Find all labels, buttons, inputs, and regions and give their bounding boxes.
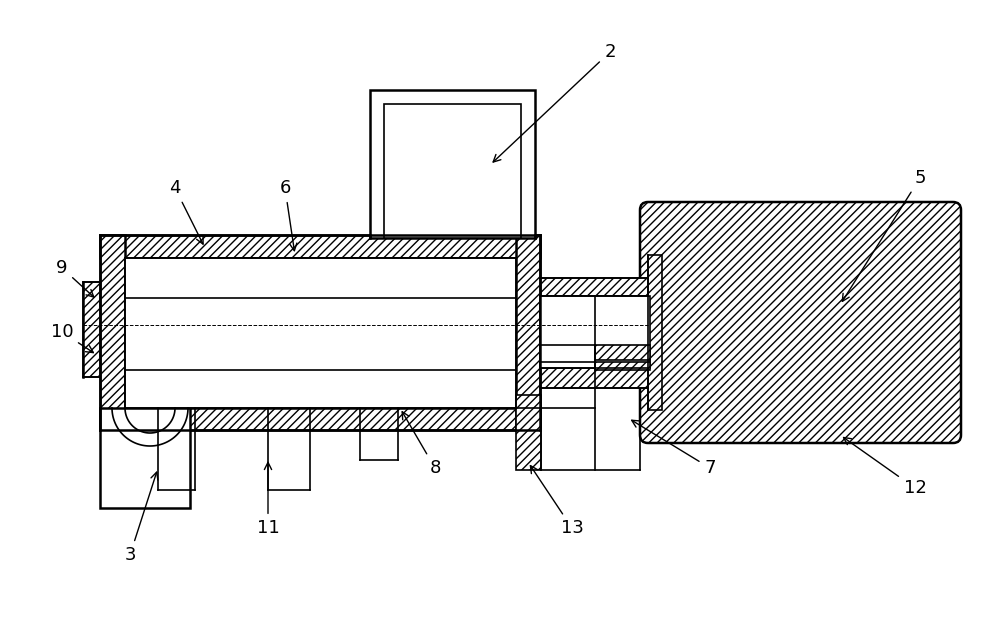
Text: 9: 9 xyxy=(56,259,94,297)
Bar xyxy=(540,278,650,296)
Polygon shape xyxy=(378,258,420,298)
Text: 10: 10 xyxy=(51,323,93,352)
Bar xyxy=(595,362,650,370)
Bar xyxy=(100,408,540,430)
Polygon shape xyxy=(258,368,300,408)
Text: 2: 2 xyxy=(493,43,616,162)
Bar xyxy=(100,235,540,258)
Text: 7: 7 xyxy=(632,420,716,477)
Polygon shape xyxy=(140,368,182,408)
Bar xyxy=(516,395,541,470)
Polygon shape xyxy=(198,258,240,298)
Bar xyxy=(83,282,100,377)
Text: 8: 8 xyxy=(402,412,441,477)
Polygon shape xyxy=(140,258,182,298)
Bar xyxy=(125,298,516,370)
Bar xyxy=(540,296,650,368)
Text: 3: 3 xyxy=(124,472,158,564)
Bar xyxy=(370,90,535,238)
Bar xyxy=(384,104,521,238)
Text: 5: 5 xyxy=(842,169,926,302)
Bar xyxy=(595,345,650,360)
Bar xyxy=(516,235,540,430)
Polygon shape xyxy=(378,368,420,408)
Bar xyxy=(125,258,516,408)
Bar xyxy=(100,408,190,508)
Bar xyxy=(100,235,125,430)
FancyBboxPatch shape xyxy=(640,202,961,443)
Polygon shape xyxy=(438,258,480,298)
Text: 12: 12 xyxy=(844,438,926,497)
Text: 6: 6 xyxy=(279,179,297,251)
Text: 4: 4 xyxy=(169,179,203,244)
Polygon shape xyxy=(438,368,480,408)
Polygon shape xyxy=(198,368,240,408)
Polygon shape xyxy=(318,368,360,408)
Bar xyxy=(540,368,650,388)
Bar xyxy=(648,255,662,410)
Text: 13: 13 xyxy=(530,466,583,537)
Polygon shape xyxy=(258,258,300,298)
Text: 11: 11 xyxy=(257,462,279,537)
Polygon shape xyxy=(318,258,360,298)
